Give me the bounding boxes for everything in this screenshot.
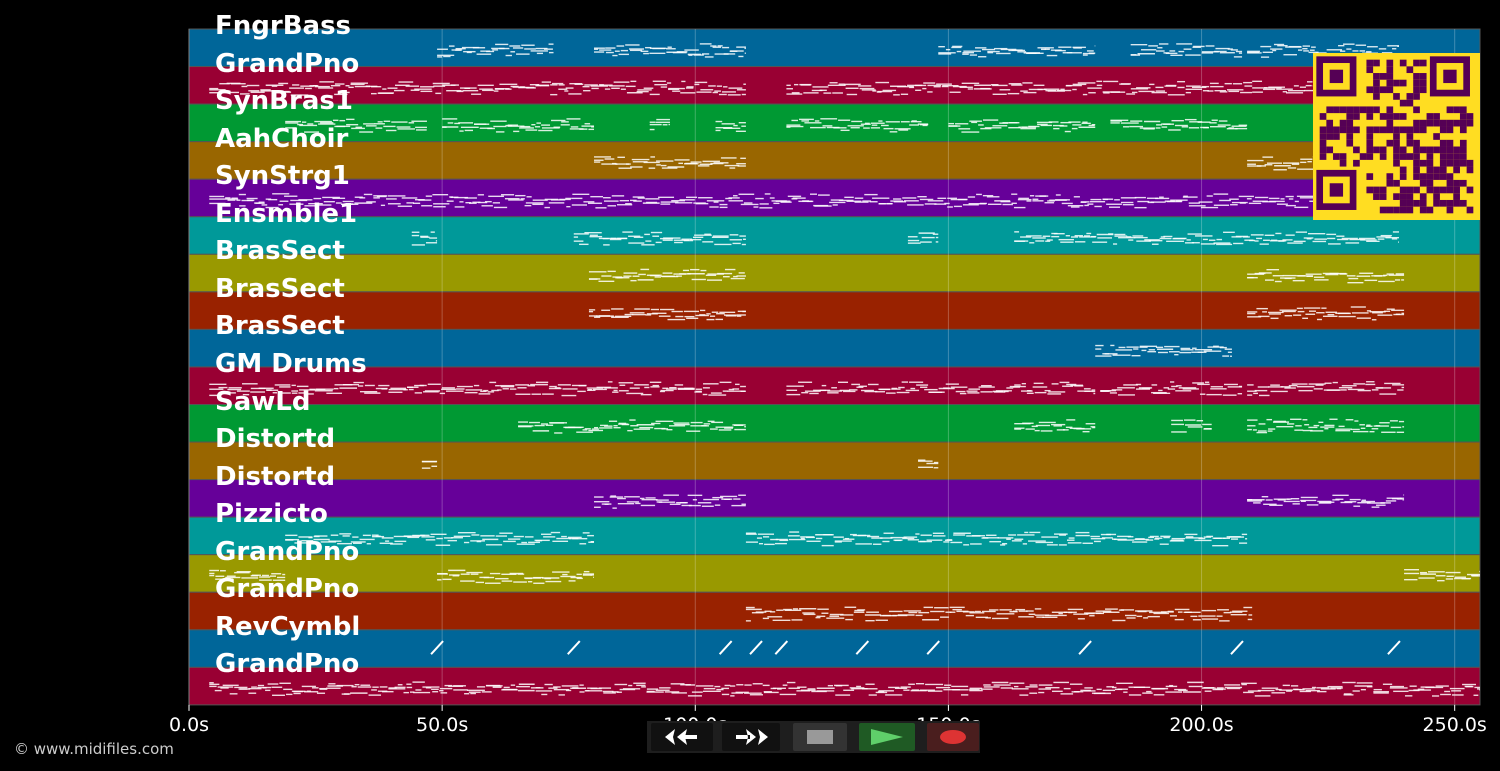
track-lane bbox=[188, 28, 1481, 68]
track-label: BrasSect bbox=[215, 236, 345, 267]
track-label: BrasSect bbox=[215, 311, 345, 342]
axis-tick-label: 0.0s bbox=[168, 714, 210, 736]
axis-tick-label: 250.0s bbox=[1422, 714, 1487, 736]
track-lane bbox=[188, 178, 1481, 218]
track-lane bbox=[188, 629, 1481, 668]
rewind-icon bbox=[665, 729, 697, 745]
track-lane bbox=[188, 591, 1481, 631]
track-lane bbox=[188, 404, 1481, 443]
track-lane bbox=[188, 141, 1481, 180]
track-notes bbox=[285, 531, 1248, 547]
track-label: RevCymbl bbox=[215, 611, 361, 642]
rewind-button[interactable] bbox=[651, 723, 713, 751]
note bbox=[718, 640, 733, 655]
track-lane bbox=[188, 291, 1481, 330]
track-label: GrandPno bbox=[215, 649, 360, 680]
play-icon bbox=[871, 729, 903, 745]
track-notes bbox=[1095, 344, 1232, 357]
track-notes bbox=[209, 681, 1480, 697]
track-notes bbox=[209, 569, 1480, 584]
qr-code bbox=[1313, 53, 1480, 220]
track-notes bbox=[588, 268, 1405, 284]
track-notes bbox=[411, 231, 1399, 246]
note bbox=[855, 640, 870, 655]
fast-forward-icon bbox=[736, 729, 768, 745]
track-notes bbox=[594, 494, 1405, 509]
track-label: GM Drums bbox=[215, 348, 367, 379]
track-lane bbox=[188, 516, 1481, 556]
playback-controls bbox=[647, 721, 980, 753]
track-notes bbox=[421, 459, 939, 469]
track-label: Distortd bbox=[215, 424, 336, 455]
note bbox=[926, 640, 940, 655]
track-notes bbox=[209, 193, 1405, 209]
track-label: Ensmble1 bbox=[215, 198, 358, 229]
track-label: GrandPno bbox=[215, 536, 360, 567]
track-lane bbox=[188, 441, 1481, 481]
track-lane bbox=[188, 479, 1481, 518]
track-label: Pizzicto bbox=[215, 499, 328, 530]
axis-tick-label: 200.0s bbox=[1169, 714, 1234, 736]
play-button[interactable] bbox=[859, 723, 915, 751]
note bbox=[1387, 640, 1401, 655]
track-notes bbox=[285, 118, 1248, 133]
axis-tick-label: 50.0s bbox=[416, 714, 469, 736]
note bbox=[567, 640, 581, 655]
note bbox=[1230, 640, 1244, 655]
track-lane bbox=[188, 366, 1481, 406]
track-label: AahChoir bbox=[215, 123, 349, 154]
note bbox=[1078, 640, 1092, 655]
note bbox=[774, 640, 789, 655]
track-notes bbox=[430, 640, 1401, 655]
track-label: SynBras1 bbox=[215, 86, 353, 117]
copyright-footer: © www.midifiles.com bbox=[14, 740, 174, 758]
record-button[interactable] bbox=[927, 723, 979, 751]
track-label: FngrBass bbox=[215, 11, 352, 41]
track-notes bbox=[588, 306, 1405, 321]
track-lane bbox=[188, 253, 1481, 293]
stop-button[interactable] bbox=[793, 723, 847, 751]
track-label: SawLd bbox=[215, 386, 311, 417]
track-lane bbox=[188, 103, 1481, 143]
record-icon bbox=[940, 730, 966, 744]
note bbox=[430, 640, 444, 655]
track-label: GrandPno bbox=[215, 48, 360, 79]
track-lane bbox=[188, 666, 1481, 706]
fast-forward-button[interactable] bbox=[722, 723, 780, 751]
track-label: Distortd bbox=[215, 461, 336, 492]
track-lane bbox=[188, 328, 1481, 368]
note bbox=[749, 640, 763, 655]
track-notes bbox=[518, 418, 1405, 434]
stop-icon bbox=[807, 730, 833, 744]
track-label: BrasSect bbox=[215, 273, 345, 304]
track-label: GrandPno bbox=[215, 574, 360, 605]
track-notes bbox=[209, 80, 1405, 96]
track-label: SynStrg1 bbox=[215, 161, 350, 192]
track-notes bbox=[437, 43, 1399, 58]
track-lane bbox=[188, 554, 1481, 593]
track-notes bbox=[745, 606, 1253, 622]
track-notes bbox=[209, 381, 1405, 397]
